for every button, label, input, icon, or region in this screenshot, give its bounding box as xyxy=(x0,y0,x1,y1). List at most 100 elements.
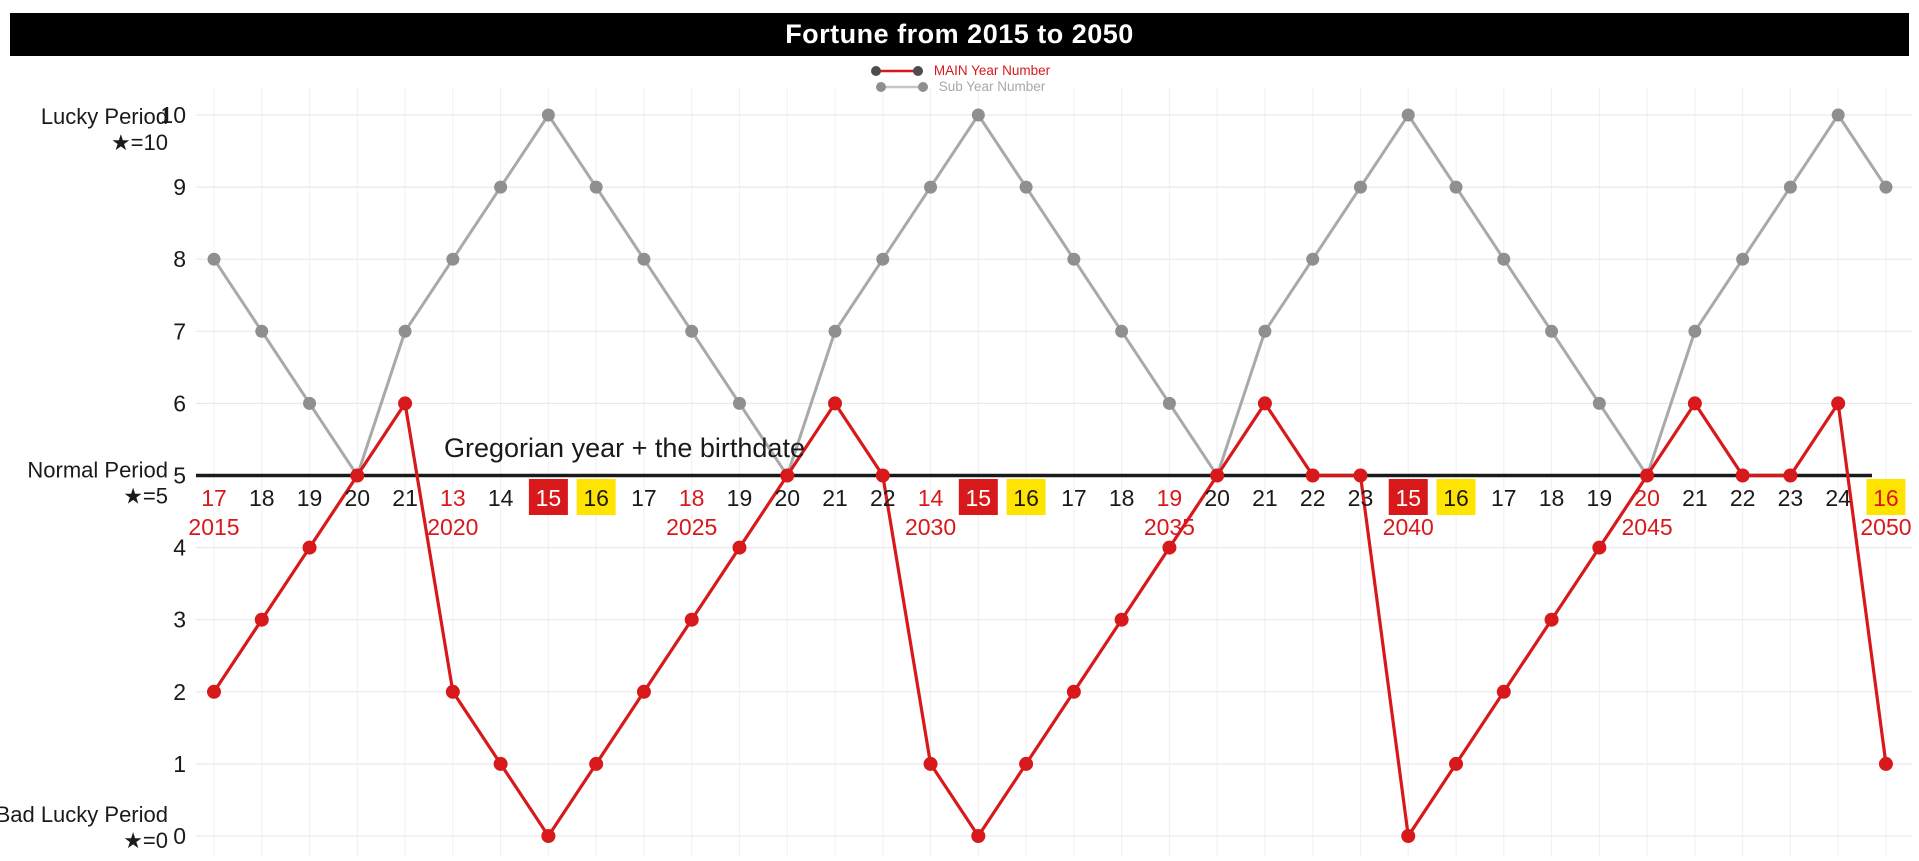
legend: MAIN Year Number Sub Year Number xyxy=(0,63,1919,94)
x-tick-label: 22 xyxy=(1300,485,1326,511)
sub-series-point xyxy=(1545,324,1559,338)
main-series-point xyxy=(1019,756,1034,771)
legend-item-sub: Sub Year Number xyxy=(874,79,1045,94)
x-tick-label: 16 xyxy=(1443,485,1469,511)
main-series-point xyxy=(1210,468,1225,483)
x-tick-label: 16 xyxy=(1873,485,1899,511)
main-series-point xyxy=(1066,684,1081,699)
sub-series-point xyxy=(1067,252,1081,266)
sub-series-point xyxy=(637,252,651,266)
sub-series-point xyxy=(494,180,508,194)
main-series-point xyxy=(1257,396,1272,411)
y-tick-label: 6 xyxy=(173,390,186,416)
sub-series-line xyxy=(212,112,1888,479)
x-tick-label: 15 xyxy=(536,485,562,511)
main-series-point xyxy=(1592,540,1607,555)
sub-series-point xyxy=(1736,252,1750,266)
main-series-point xyxy=(1687,396,1702,411)
year-label: 2020 xyxy=(427,514,478,540)
period-label-line1: Lucky Period xyxy=(41,104,168,129)
sub-series-point xyxy=(1783,180,1797,194)
sub-series-point xyxy=(1258,324,1272,338)
main-series-point xyxy=(302,540,317,555)
year-label: 2025 xyxy=(666,514,717,540)
main-series-point xyxy=(1114,612,1129,627)
chart-title: Fortune from 2015 to 2050 xyxy=(785,19,1134,49)
x-tick-label: 22 xyxy=(1730,485,1756,511)
main-series-marker-icon xyxy=(870,65,923,76)
x-tick-label: 15 xyxy=(966,485,992,511)
sub-series-marker-icon xyxy=(875,81,928,92)
x-tick-label: 20 xyxy=(774,485,800,511)
x-tick-label: 17 xyxy=(1061,485,1087,511)
year-label: 2040 xyxy=(1383,514,1434,540)
sub-series-point xyxy=(924,180,938,194)
sub-series-point xyxy=(971,108,985,122)
sub-series-point xyxy=(1497,252,1511,266)
year-label: 2030 xyxy=(905,514,956,540)
main-series-point xyxy=(1783,468,1798,483)
sub-series-point xyxy=(1306,252,1320,266)
main-series-point xyxy=(254,612,269,627)
x-tick-label: 17 xyxy=(201,485,227,511)
x-tick-label: 24 xyxy=(1825,485,1851,511)
main-series-point xyxy=(445,684,460,699)
legend-label-main: MAIN Year Number xyxy=(933,63,1051,78)
y-tick-label: 8 xyxy=(173,246,186,272)
sub-series-point xyxy=(1449,180,1463,194)
x-tick-box-red xyxy=(528,479,568,515)
period-label-line2: ★=5 xyxy=(123,484,168,509)
x-tick-box-red xyxy=(958,479,998,515)
y-tick-label: 10 xyxy=(160,102,186,128)
x-tick-label: 16 xyxy=(1013,485,1039,511)
title-bar: Fortune from 2015 to 2050 xyxy=(10,13,1909,56)
x-tick-label: 19 xyxy=(1157,485,1183,511)
x-tick-label: 18 xyxy=(249,485,275,511)
period-label-line1: Bad Lucky Period xyxy=(0,802,168,827)
sub-series-point xyxy=(876,252,890,266)
sub-series-point xyxy=(1162,396,1176,410)
axis-annotation: Gregorian year + the birthdate xyxy=(444,433,805,463)
main-series-point xyxy=(1162,540,1177,555)
sub-series-point xyxy=(1688,324,1702,338)
x-tick-label: 21 xyxy=(822,485,848,511)
x-tick-box-red xyxy=(1388,479,1428,515)
sub-series-point xyxy=(398,324,412,338)
y-tick-label: 0 xyxy=(173,823,186,849)
sub-series-point xyxy=(1115,324,1129,338)
year-label: 2015 xyxy=(188,514,239,540)
sub-series-point xyxy=(541,108,555,122)
x-tick-label: 19 xyxy=(727,485,753,511)
x-tick-label: 22 xyxy=(870,485,896,511)
sub-series-point xyxy=(732,396,746,410)
sub-series-point xyxy=(1592,396,1606,410)
y-tick-label: 3 xyxy=(173,607,186,633)
x-tick-label: 17 xyxy=(1491,485,1517,511)
y-tick-label: 1 xyxy=(173,751,186,777)
main-series-point xyxy=(732,540,747,555)
sub-series-point xyxy=(207,252,221,266)
main-series-point xyxy=(1401,829,1416,843)
x-tick-label: 19 xyxy=(297,485,323,511)
main-series-point xyxy=(636,684,651,699)
main-series-point xyxy=(1353,468,1368,483)
x-tick-label: 18 xyxy=(1109,485,1135,511)
y-tick-label: 9 xyxy=(173,174,186,200)
period-label-line2: ★=10 xyxy=(111,130,168,155)
x-tick-label: 14 xyxy=(918,485,944,511)
x-tick-label: 21 xyxy=(392,485,418,511)
x-tick-label: 18 xyxy=(679,485,705,511)
main-series-point xyxy=(780,468,795,483)
main-series-point xyxy=(1544,612,1559,627)
sub-series-point xyxy=(828,324,842,338)
y-tick-label: 4 xyxy=(173,535,186,561)
main-series-point xyxy=(350,468,365,483)
main-series-point xyxy=(1640,468,1655,483)
period-label-line1: Normal Period xyxy=(27,458,168,483)
sub-series-point xyxy=(589,180,603,194)
sub-series-point xyxy=(446,252,460,266)
x-tick-box-yellow xyxy=(1866,479,1906,515)
main-series-line xyxy=(212,398,1888,841)
x-tick-box-yellow xyxy=(576,479,616,515)
